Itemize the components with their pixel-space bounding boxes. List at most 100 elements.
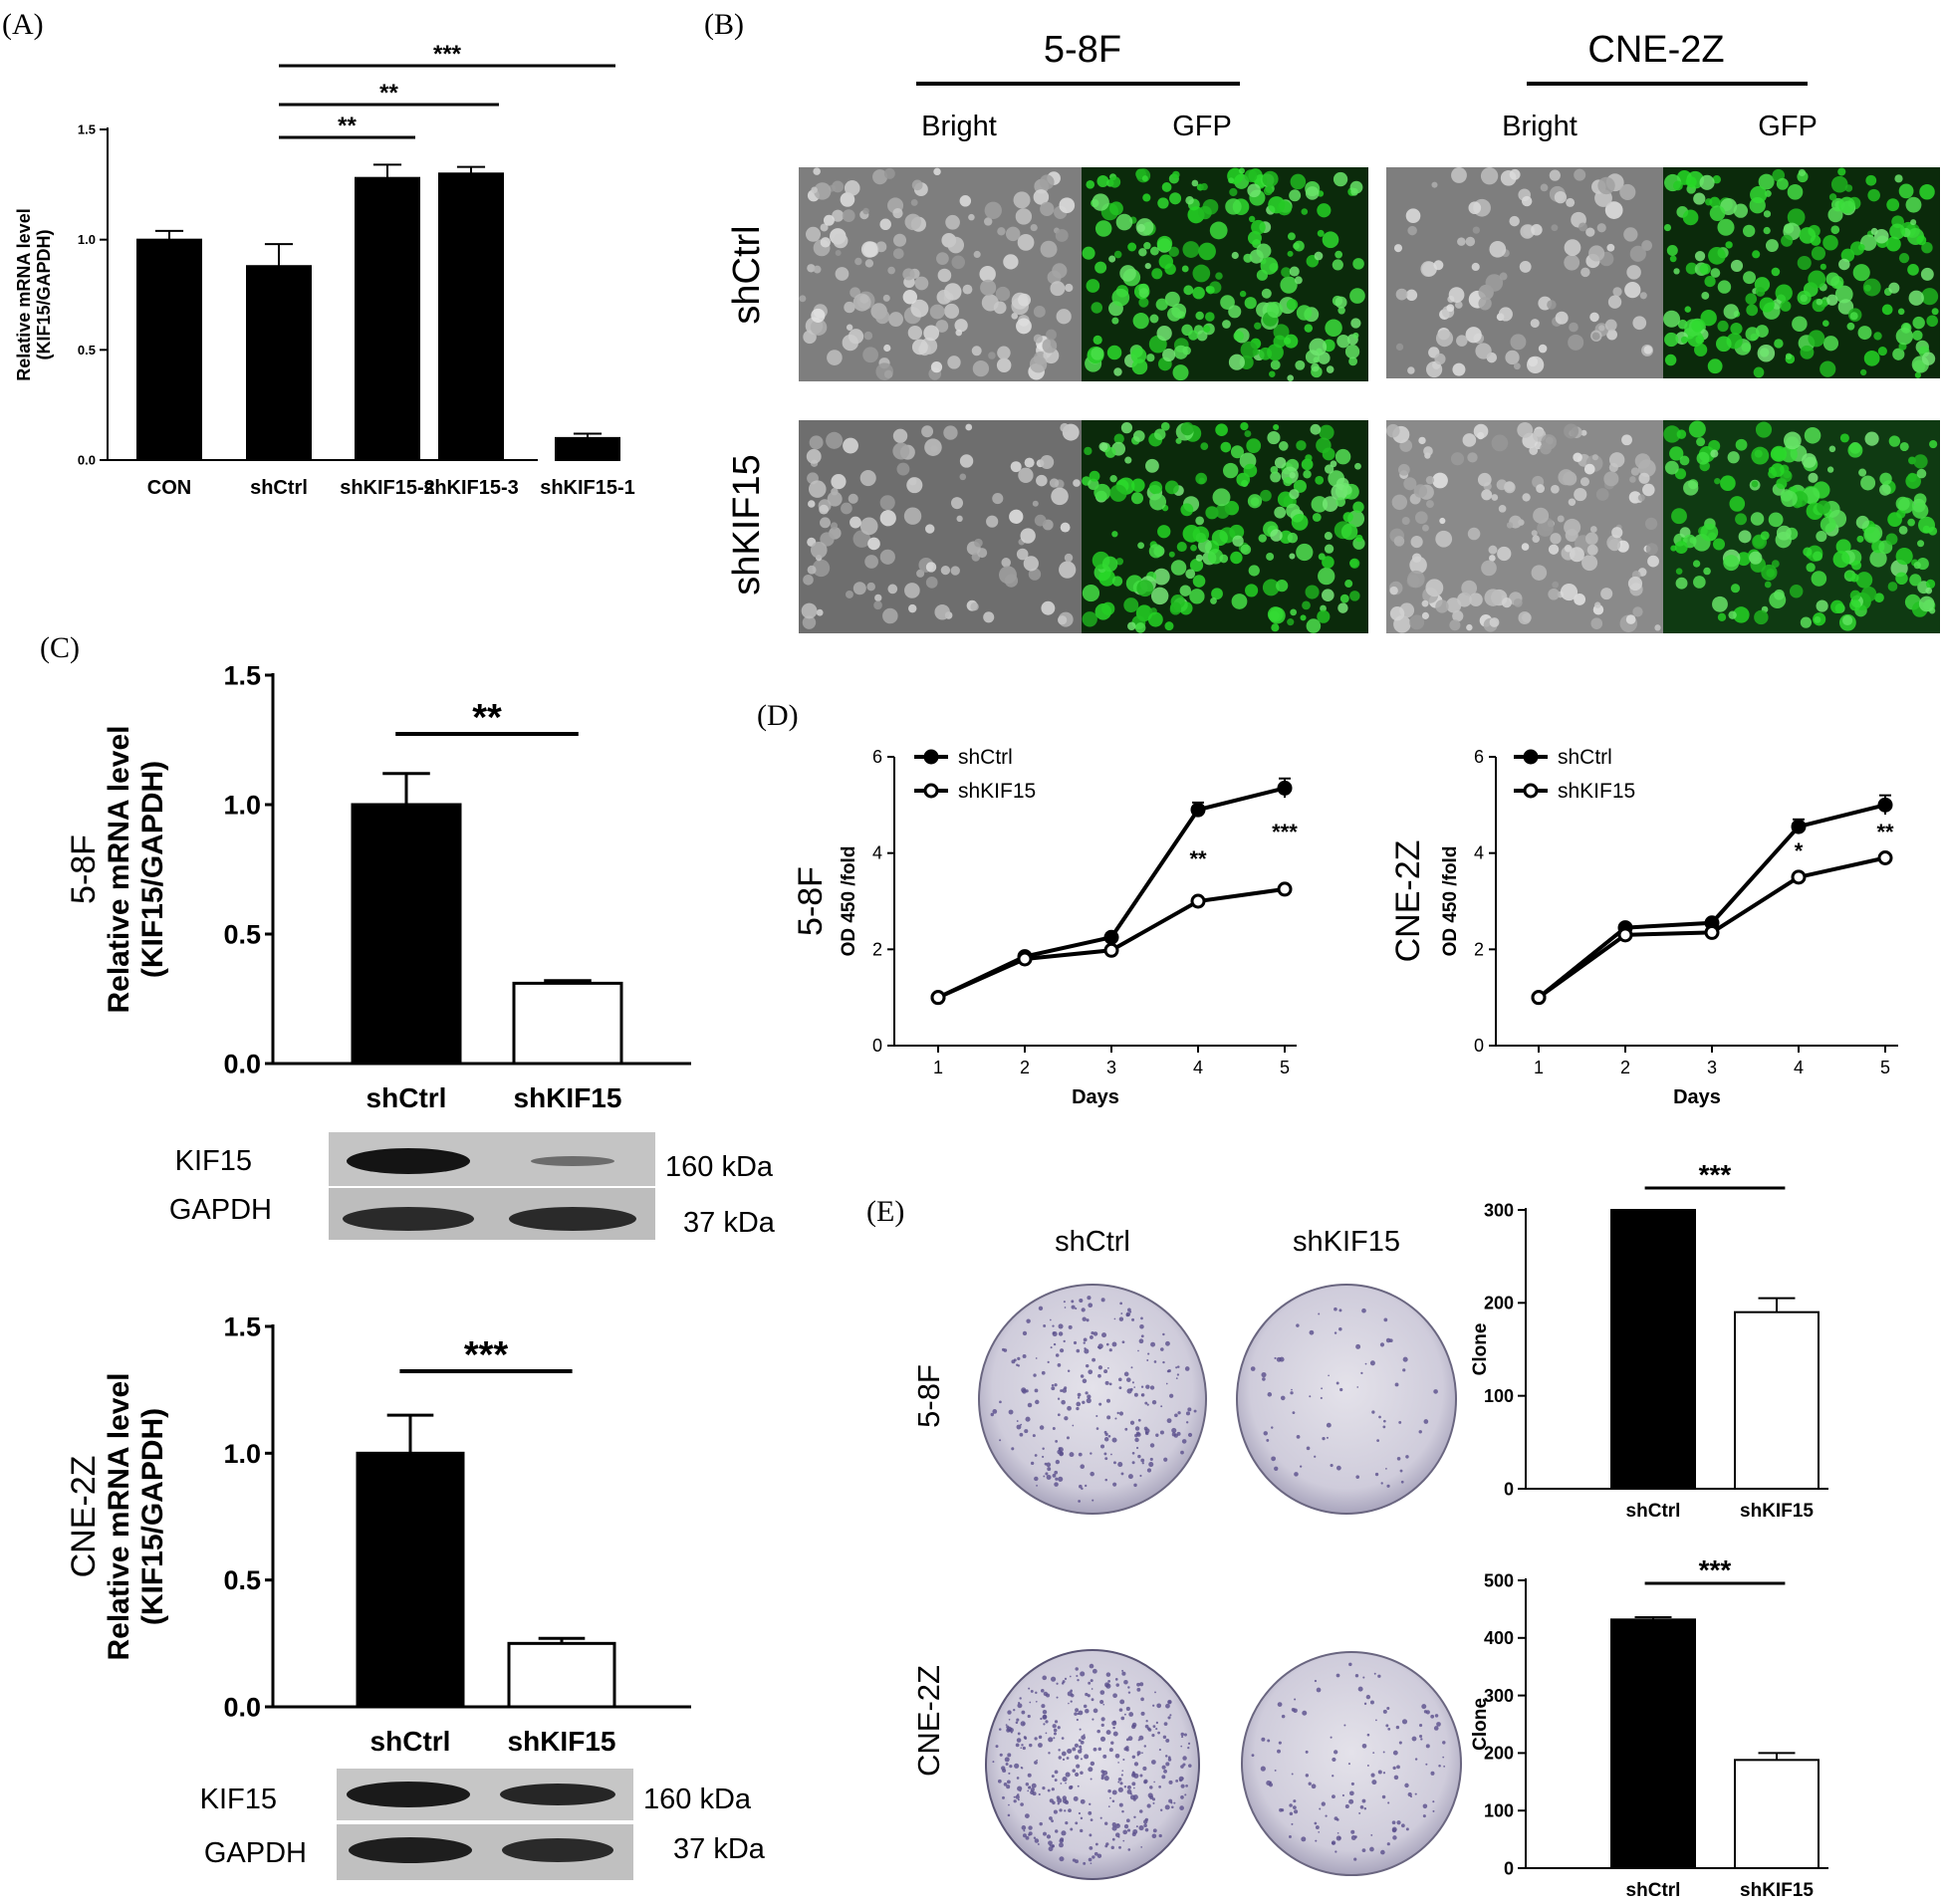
y-axis-label: OD 450 /fold <box>839 846 859 957</box>
blot-band <box>509 1207 636 1231</box>
blot-band <box>347 1782 470 1807</box>
bar-shkif15 <box>1734 1759 1820 1870</box>
x-tick-label: 1 <box>933 1058 943 1077</box>
western-blot-cne-2z: KIF15 GAPDH 160 kDa 37 kDa <box>200 1769 766 1880</box>
blot-band <box>349 1837 472 1863</box>
y-tick-label: 4 <box>1474 843 1484 863</box>
y-axis-label: (KIF15/GAPDH) <box>136 761 169 978</box>
blot-band <box>502 1838 613 1862</box>
cell-line-label-5-8f: 5-8F <box>1044 29 1121 71</box>
significance-label: ** <box>472 697 502 739</box>
data-point-shctrl <box>1877 797 1893 813</box>
x-axis-label: Days <box>1072 1086 1119 1108</box>
significance-label: *** <box>1272 820 1298 844</box>
legend-marker <box>1523 749 1539 765</box>
blot-size-160: 160 kDa <box>643 1784 752 1815</box>
y-tick-label: 0.0 <box>223 1049 261 1078</box>
x-axis-label: Days <box>1673 1086 1721 1108</box>
x-tick-label: shKIF15-2 <box>340 477 435 499</box>
y-tick-label: 1.5 <box>78 122 96 137</box>
chart-c-cne-2z-mrna: 0.0 0.5 1.0 1.5 shCtrl shKIF15 *** CNE-2Z Relati… <box>65 1311 691 1757</box>
y-tick-label: 4 <box>872 843 882 863</box>
data-point-shkif15 <box>930 990 946 1006</box>
x-tick-label: CON <box>147 477 191 499</box>
y-tick-label: 100 <box>1484 1801 1514 1821</box>
y-tick-label: 0 <box>1504 1479 1514 1499</box>
x-tick-label: 1 <box>1534 1058 1544 1077</box>
y-axis-label: Relative mRNA level <box>103 725 135 1013</box>
x-tick-label: 4 <box>1794 1058 1804 1077</box>
view-label-gfp-1: GFP <box>1172 111 1232 142</box>
blot-size-37: 37 kDa <box>683 1207 776 1239</box>
x-tick-label: shKIF15-3 <box>423 477 519 499</box>
y-tick-label: 400 <box>1484 1628 1514 1648</box>
y-axis-label: OD 450 /fold <box>1440 846 1461 957</box>
blot-row-label-kif15: KIF15 <box>200 1784 277 1815</box>
view-label-gfp-2: GFP <box>1758 111 1818 142</box>
chart-e-5-8f-clones: 0 100 200 300 shCtrl shKIF15 *** Clone <box>1470 1159 1828 1522</box>
y-tick-label: 0.5 <box>78 343 96 357</box>
legend-marker <box>923 783 939 799</box>
y-tick-label: 2 <box>1474 939 1484 959</box>
y-tick-label: 0 <box>1474 1036 1484 1056</box>
data-point-shkif15 <box>1017 951 1033 967</box>
plate-row-label-5-8f: 5-8F <box>911 1364 946 1428</box>
significance-label: *** <box>464 1334 509 1376</box>
significance-label: ** <box>338 113 357 139</box>
western-blot-5-8f: KIF15 GAPDH 160 kDa 37 kDa <box>169 1132 776 1240</box>
legend-marker <box>923 749 939 765</box>
y-axis-label: (KIF15/GAPDH) <box>34 229 54 359</box>
x-tick-label: shCtrl <box>366 1082 447 1113</box>
significance-label: *** <box>433 41 462 68</box>
chart-c-5-8f-mrna: 0.0 0.5 1.0 1.5 shCtrl shKIF15 ** 5-8F Relative … <box>65 660 691 1113</box>
blot-size-160: 160 kDa <box>665 1151 774 1183</box>
y-axis-label: Relative mRNA level <box>103 1372 135 1660</box>
y-tick-label: 0 <box>872 1036 882 1056</box>
view-label-bright-2: Bright <box>1502 111 1578 142</box>
y-tick-label: 200 <box>1484 1294 1514 1313</box>
significance-label: * <box>1795 838 1804 863</box>
legend-label-shctrl: shCtrl <box>1558 746 1612 769</box>
y-tick-label: 0.5 <box>223 919 261 949</box>
panel-label-d: (D) <box>757 699 799 732</box>
plate-row-label-cne-2z: CNE-2Z <box>911 1665 946 1777</box>
bar-shkif15 <box>507 1641 616 1709</box>
panel-label-b: (B) <box>704 8 744 41</box>
bar-shctrl <box>351 803 462 1066</box>
y-tick-label: 1.5 <box>223 660 261 690</box>
bar-con <box>136 238 202 461</box>
panel-label-c: (C) <box>40 631 80 664</box>
bar-shctrl <box>1610 1618 1696 1869</box>
significance-label: *** <box>1699 1159 1732 1190</box>
blot-band <box>343 1207 474 1231</box>
x-tick-label: 3 <box>1707 1058 1717 1077</box>
data-point-shkif15 <box>1190 893 1206 909</box>
y-tick-label: 300 <box>1484 1686 1514 1706</box>
blot-size-37: 37 kDa <box>673 1833 766 1865</box>
legend-label-shkif15: shKIF15 <box>958 780 1036 803</box>
colony-plate-cne-2z-shkif15 <box>1241 1651 1462 1876</box>
x-tick-label: 3 <box>1106 1058 1116 1077</box>
panel-e-plates: shCtrl shKIF15 5-8F CNE-2Z <box>911 1226 1462 1880</box>
y-tick-label: 100 <box>1484 1386 1514 1406</box>
bar-shkif15-2 <box>355 176 420 461</box>
micrograph-5-8f-shkif15-bright <box>799 420 1082 633</box>
x-tick-label: shKIF15 <box>514 1082 622 1113</box>
significance-label: ** <box>1189 846 1207 871</box>
blot-band <box>347 1148 470 1174</box>
colony-plate-5-8f-shkif15 <box>1236 1284 1457 1515</box>
view-label-bright-1: Bright <box>921 111 997 142</box>
data-point-shkif15 <box>1531 990 1547 1006</box>
data-point-shctrl <box>1277 780 1293 796</box>
y-tick-label: 1.5 <box>223 1311 261 1341</box>
x-tick-label: 5 <box>1880 1058 1890 1077</box>
x-tick-label: shCtrl <box>1626 1501 1681 1522</box>
x-tick-label: shKIF15 <box>1740 1501 1814 1522</box>
bar-shctrl <box>246 265 312 461</box>
blot-row-label-gapdh: GAPDH <box>169 1194 272 1226</box>
legend-marker <box>1523 783 1539 799</box>
y-tick-label: 6 <box>872 747 882 767</box>
legend-label-shctrl: shCtrl <box>958 746 1013 769</box>
y-tick-label: 0.5 <box>223 1565 261 1595</box>
